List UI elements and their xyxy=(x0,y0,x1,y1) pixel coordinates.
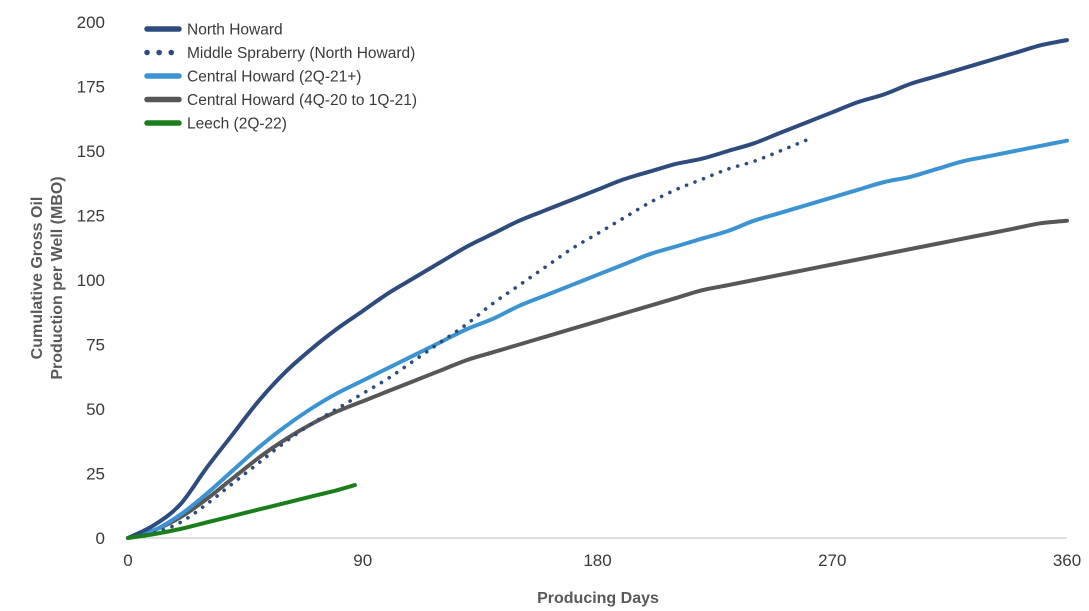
legend-label: Central Howard (4Q-20 to 1Q-21) xyxy=(187,92,417,109)
y-tick-label: 50 xyxy=(86,400,105,419)
x-tick-label: 360 xyxy=(1053,551,1081,570)
y-tick-label: 75 xyxy=(86,336,105,355)
y-tick-label: 175 xyxy=(77,78,105,97)
legend-label: Central Howard (2Q-21+) xyxy=(187,69,361,86)
legend-label: North Howard xyxy=(187,22,283,39)
y-axis-title-line-1: Cumulative Gross Oil xyxy=(29,197,46,360)
series-layer xyxy=(126,38,1069,540)
chart-axes: 0 25 50 75 100 125 150 175 200 0 90 180 270 360 xyxy=(77,13,1082,570)
y-tick-label: 100 xyxy=(77,271,105,290)
legend-label: Leech (2Q-22) xyxy=(187,116,287,133)
x-tick-label: 0 xyxy=(123,551,132,570)
series-line-central-howard-2q-21 xyxy=(126,138,1069,540)
y-axis-title-line-2: Production per Well (MBO) xyxy=(49,176,66,379)
y-tick-label: 125 xyxy=(77,207,105,226)
series-line-middle-spraberry-north-howard xyxy=(126,136,814,540)
x-axis-title: Producing Days xyxy=(537,590,659,607)
chart-legend: North Howard Middle Spraberry (North Howa… xyxy=(144,22,417,133)
series-line-central-howard-4q-20-to-1q-21 xyxy=(126,218,1069,540)
legend-label: Middle Spraberry (North Howard) xyxy=(187,45,415,62)
x-tick-label: 90 xyxy=(353,551,372,570)
x-tick-label: 270 xyxy=(818,551,846,570)
y-tick-label: 150 xyxy=(77,142,105,161)
y-tick-label: 200 xyxy=(77,13,105,32)
x-tick-label: 180 xyxy=(583,551,611,570)
series-line-north-howard xyxy=(126,38,1069,540)
y-tick-label: 0 xyxy=(96,529,105,548)
series-line-leech-2q-22 xyxy=(126,483,357,540)
y-tick-label: 25 xyxy=(86,465,105,484)
